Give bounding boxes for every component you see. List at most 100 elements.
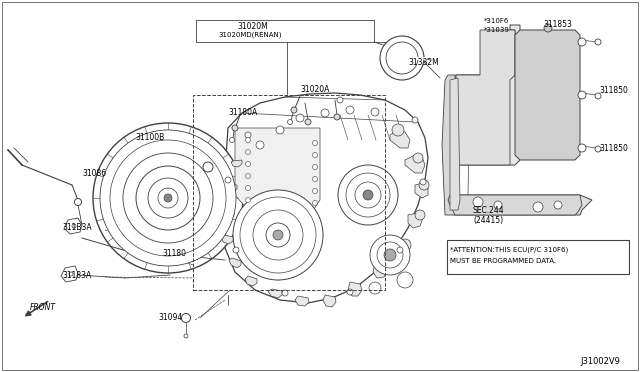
Polygon shape: [64, 218, 82, 234]
Circle shape: [276, 126, 284, 134]
Circle shape: [544, 24, 552, 32]
Text: 31180: 31180: [162, 250, 186, 259]
Circle shape: [346, 173, 390, 217]
Polygon shape: [268, 289, 282, 298]
Circle shape: [246, 161, 250, 167]
Circle shape: [412, 117, 418, 123]
Polygon shape: [245, 276, 257, 286]
Circle shape: [291, 107, 297, 113]
Polygon shape: [456, 30, 515, 165]
Circle shape: [182, 314, 191, 323]
Circle shape: [321, 109, 329, 117]
Text: (24415): (24415): [473, 215, 503, 224]
Bar: [193, 95, 385, 290]
Text: 31332M: 31332M: [408, 58, 439, 67]
Circle shape: [184, 334, 188, 338]
Circle shape: [386, 42, 418, 74]
Circle shape: [363, 190, 373, 200]
Circle shape: [203, 162, 213, 172]
Circle shape: [312, 176, 317, 182]
Circle shape: [123, 153, 213, 243]
Polygon shape: [222, 93, 428, 303]
Circle shape: [397, 272, 413, 288]
Polygon shape: [408, 213, 423, 228]
Circle shape: [380, 263, 390, 273]
Circle shape: [595, 93, 601, 99]
Polygon shape: [450, 78, 460, 210]
Circle shape: [246, 186, 250, 190]
Circle shape: [232, 125, 238, 131]
Polygon shape: [393, 243, 408, 257]
Circle shape: [164, 194, 172, 202]
Circle shape: [230, 138, 234, 142]
Text: J31002V9: J31002V9: [580, 357, 620, 366]
Circle shape: [419, 180, 429, 190]
Circle shape: [415, 210, 425, 220]
Circle shape: [413, 153, 423, 163]
Circle shape: [334, 114, 340, 120]
Circle shape: [347, 289, 353, 295]
Circle shape: [533, 202, 543, 212]
Circle shape: [93, 123, 243, 273]
Text: *310F6: *310F6: [484, 18, 509, 24]
Circle shape: [100, 130, 236, 266]
Text: 311850: 311850: [599, 86, 628, 94]
Text: 31020A: 31020A: [300, 84, 330, 93]
Polygon shape: [515, 30, 580, 160]
Text: 311850: 311850: [599, 144, 628, 153]
Circle shape: [397, 247, 403, 253]
Polygon shape: [229, 258, 241, 268]
Circle shape: [305, 119, 311, 125]
Circle shape: [420, 179, 426, 185]
Text: 31180A: 31180A: [228, 108, 257, 116]
Polygon shape: [348, 282, 362, 296]
Circle shape: [494, 201, 502, 209]
Circle shape: [240, 197, 316, 273]
Polygon shape: [225, 185, 237, 192]
Polygon shape: [61, 266, 78, 282]
Circle shape: [225, 177, 231, 183]
Circle shape: [355, 182, 381, 208]
Circle shape: [338, 165, 398, 225]
Circle shape: [253, 210, 303, 260]
Polygon shape: [456, 25, 520, 165]
Polygon shape: [373, 263, 388, 278]
Polygon shape: [445, 195, 592, 215]
Circle shape: [246, 138, 250, 142]
Circle shape: [578, 91, 586, 99]
Bar: [447, 240, 629, 274]
Circle shape: [158, 188, 178, 208]
Text: 311853: 311853: [543, 19, 572, 29]
Circle shape: [392, 124, 404, 136]
Circle shape: [312, 189, 317, 193]
Circle shape: [578, 38, 586, 46]
Circle shape: [266, 223, 290, 247]
Polygon shape: [448, 195, 582, 215]
Text: *ATTENTION:THIS ECU(P/C 310F6): *ATTENTION:THIS ECU(P/C 310F6): [450, 247, 568, 253]
Circle shape: [148, 178, 188, 218]
Circle shape: [136, 166, 200, 230]
Polygon shape: [295, 296, 309, 306]
Circle shape: [312, 153, 317, 157]
Circle shape: [312, 201, 317, 205]
Circle shape: [554, 201, 562, 209]
Circle shape: [312, 164, 317, 170]
Text: FRONT: FRONT: [30, 304, 56, 312]
Bar: [196, 20, 374, 42]
Circle shape: [473, 197, 483, 207]
Circle shape: [370, 235, 410, 275]
Polygon shape: [405, 155, 425, 173]
Circle shape: [233, 190, 323, 280]
Circle shape: [399, 239, 411, 251]
Text: 31086: 31086: [82, 169, 106, 177]
Polygon shape: [222, 235, 233, 244]
Polygon shape: [442, 75, 455, 215]
Circle shape: [578, 144, 586, 152]
Circle shape: [312, 141, 317, 145]
Circle shape: [246, 173, 250, 179]
Polygon shape: [222, 210, 234, 218]
Circle shape: [384, 249, 396, 261]
Circle shape: [371, 108, 379, 116]
Circle shape: [346, 106, 354, 114]
Circle shape: [595, 39, 601, 45]
